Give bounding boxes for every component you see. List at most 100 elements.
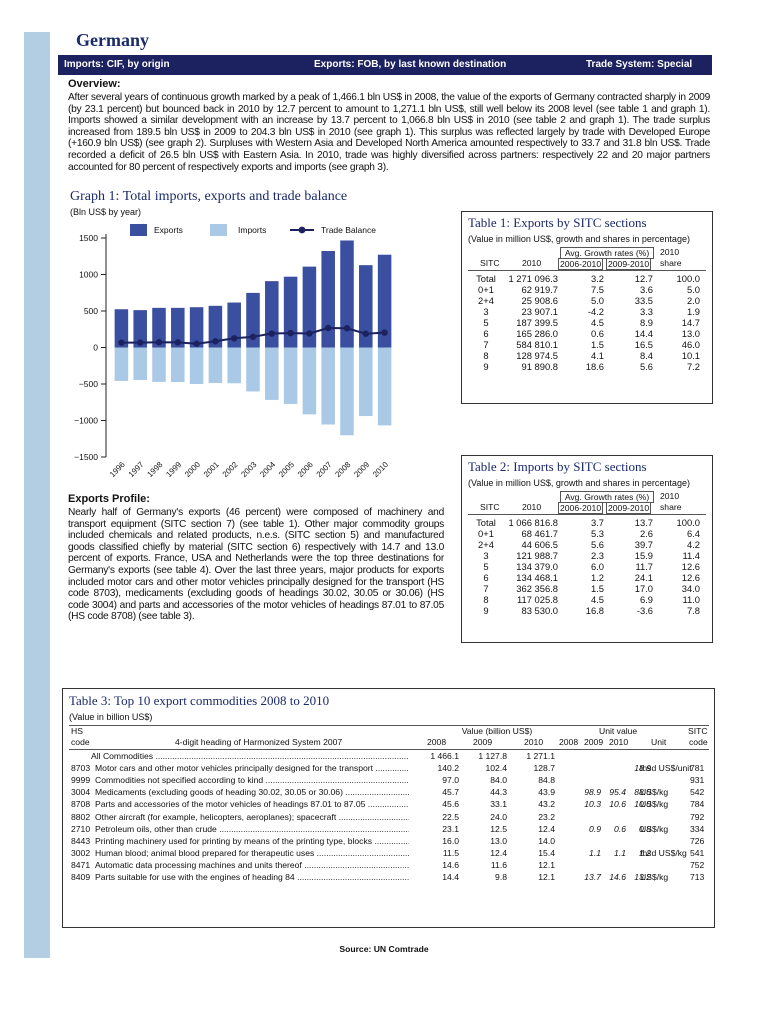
import-bar [302, 347, 317, 415]
trade-balance-point [231, 335, 238, 342]
table3-hs-head: HS [71, 726, 83, 736]
table3-row: Automatic data processing machines and u… [69, 860, 709, 871]
table2-row: 9 83 530.0 16.8 -3.6 7.8 [466, 605, 704, 616]
table2-cell: 5.3 [590, 528, 604, 539]
table1-cell: 5.0 [590, 295, 604, 306]
country-title: Germany [76, 30, 149, 50]
y-tick-label: 500 [84, 306, 98, 316]
table3-row: Medicaments (excluding goods of heading … [69, 787, 709, 798]
table1-cell: -4.2 [587, 306, 604, 317]
export-bar [133, 310, 147, 348]
x-tick-label: 1998 [145, 460, 164, 479]
table3-hs-code: 8471 [71, 859, 91, 870]
trade-balance-point [155, 339, 163, 346]
table3-row: Parts suitable for use with the engines … [69, 872, 709, 883]
table2-sitc-head: SITC [480, 502, 500, 512]
table3-hs-code: 8802 [71, 811, 91, 822]
export-bar [302, 266, 317, 348]
table2-cell: 44 606.5 [521, 539, 559, 550]
table3-unit: thsd US$/unit [640, 763, 692, 774]
table1-row: 3 23 907.1 -4.2 3.3 1.9 [466, 306, 704, 317]
x-tick-label: 2004 [258, 460, 277, 479]
import-bar [133, 347, 147, 380]
table1-cell: 3 [483, 306, 489, 317]
trade-balance-point [325, 324, 332, 332]
table1-cell: 46.0 [681, 339, 700, 350]
export-bar [340, 240, 354, 348]
table3-value-2009: 84.0 [490, 775, 507, 786]
table1-row: 6 165 286.0 0.6 14.4 13.0 [466, 328, 704, 339]
table3-value-2008: 45.6 [442, 799, 459, 810]
table2-cell: 13.7 [634, 517, 653, 528]
table1-cell: 25 908.6 [521, 295, 559, 306]
table3-value-2009: 1 127.8 [478, 751, 507, 761]
table3-value-2009: 12.4 [490, 847, 507, 858]
table1-period1-head: 2006-2010 [558, 258, 604, 270]
x-tick-label: 2001 [202, 460, 221, 479]
table1-cell: 9 [483, 361, 489, 372]
table2-row: 7 362 356.8 1.5 17.0 34.0 [466, 583, 704, 594]
graph1-unit: (Bln US$ by year) [70, 207, 142, 217]
table2-row: 3 121 988.7 2.3 15.9 11.4 [466, 550, 704, 561]
export-bar [283, 276, 298, 348]
table3-unit-2008: 13.7 [584, 872, 601, 882]
table3-description: Other aircraft (for example, helicopters… [95, 811, 409, 822]
table2-cell: 1.2 [590, 572, 604, 583]
table2-row: Total 1 066 816.8 3.7 13.7 100.0 [466, 517, 704, 528]
table2-cell: 134 379.0 [516, 561, 558, 572]
table3-code-head: code [71, 737, 90, 747]
table3-unit-2010: 0.8 [639, 823, 651, 834]
trade-balance-point [381, 329, 388, 336]
table3-unit-2010: 1.2 [639, 847, 651, 858]
table3-hs-code: 8409 [71, 872, 91, 882]
table2-box: Table 2: Imports by SITC sections (Value… [461, 455, 713, 643]
table3-value-2010: 1 271.1 [526, 751, 555, 761]
table3-head-row1: HS Value (billion US$) Unit value SITC [69, 726, 709, 737]
table3-u2010-head: 2010 [609, 737, 629, 747]
table2-cell: 4.5 [590, 594, 604, 605]
table3-value-2009: 44.3 [490, 787, 507, 798]
table3-hs-code: 8708 [71, 799, 91, 810]
import-bar [152, 347, 166, 382]
table3-row: Commodities not specified according to k… [69, 775, 709, 786]
export-bar [152, 307, 166, 348]
table3-sitc-code: 792 [690, 811, 705, 822]
export-bar [246, 292, 260, 348]
export-bar [265, 281, 279, 348]
table1-share-year: 2010 [660, 247, 680, 257]
table2-cell: 5 [483, 561, 489, 572]
table3-hs-code: 8703 [71, 763, 91, 774]
legend-balance-label: Trade Balance [321, 225, 376, 235]
table2-cell: 2.3 [590, 550, 604, 561]
table3-value-2008: 140.2 [437, 763, 459, 774]
table1-cell: 8.4 [639, 350, 653, 361]
table1-cell: 128 974.5 [516, 350, 558, 361]
header-bar: Imports: CIF, by origin Exports: FOB, by… [58, 55, 712, 75]
table3-value-2008: 1 466.1 [430, 751, 459, 761]
imports-basis: Imports: CIF, by origin [64, 59, 170, 70]
y-tick-label: 1500 [79, 233, 98, 243]
table1-row: 9 91 890.8 18.6 5.6 7.2 [466, 361, 704, 372]
table3-unit-2010: 18.9 [634, 763, 651, 774]
trade-balance-point [193, 340, 200, 347]
table1-cell: 62 919.7 [521, 284, 559, 295]
table3-sitc-head: SITC [688, 726, 708, 736]
table1-row: 7 584 810.1 1.5 16.5 46.0 [466, 339, 704, 350]
table1-cell: 1.9 [686, 306, 700, 317]
x-tick-label: 2009 [352, 460, 371, 479]
table1-row: 2+4 25 908.6 5.0 33.5 2.0 [466, 295, 704, 306]
trade-balance-point [174, 339, 181, 346]
table1-cell: 3.6 [639, 284, 653, 295]
table2-cell: 117 025.8 [516, 594, 558, 605]
table2-cell: 11.7 [635, 561, 653, 572]
table3-head-row2: code 4-digit heading of Harmonized Syste… [69, 737, 709, 748]
table3-rule-top [69, 725, 709, 726]
graph1-chart: 1500 1000 500 0 −500 −1000 −1500 Exports Import… [74, 224, 392, 479]
export-bar [227, 302, 241, 348]
export-bar [171, 307, 185, 348]
table1-cell: 33.5 [634, 295, 653, 306]
trade-balance-point [268, 330, 275, 337]
table1-cell: 91 890.8 [521, 361, 559, 372]
export-bar [359, 265, 373, 348]
legend-exports-swatch [130, 224, 147, 236]
